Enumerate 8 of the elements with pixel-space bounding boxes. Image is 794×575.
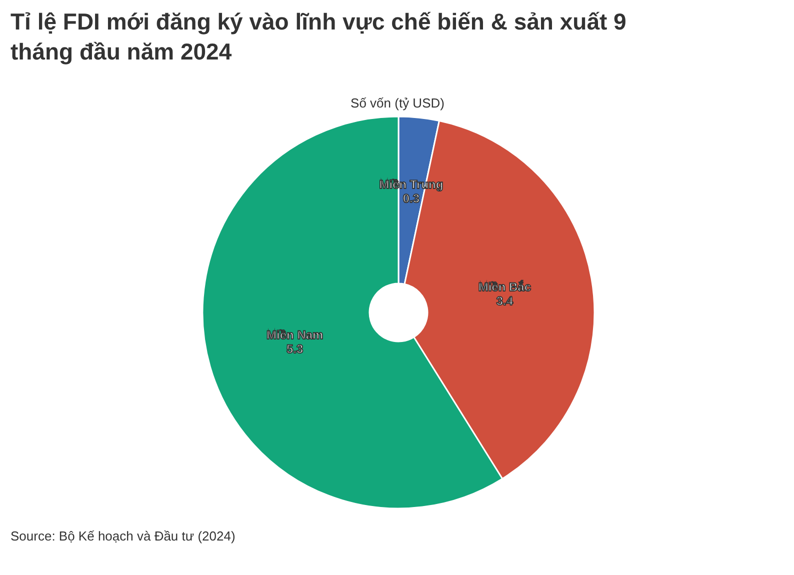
source-note: Source: Bộ Kế hoạch và Đầu tư (2024) xyxy=(10,528,236,544)
slice-label: Miền Bắc xyxy=(478,280,532,294)
slice-label: Miền Nam xyxy=(266,328,324,342)
data-label: 5.3 xyxy=(286,342,304,356)
chart-title: Tỉ lệ FDI mới đăng ký vào lĩnh vực chế biến & sản xuất 9 tháng đầu năm 2024 xyxy=(10,8,626,64)
chart-subtitle: Số vốn (tỷ USD) xyxy=(350,96,444,110)
data-label: 3.4 xyxy=(496,294,514,308)
data-label: 0.3 xyxy=(402,192,420,206)
